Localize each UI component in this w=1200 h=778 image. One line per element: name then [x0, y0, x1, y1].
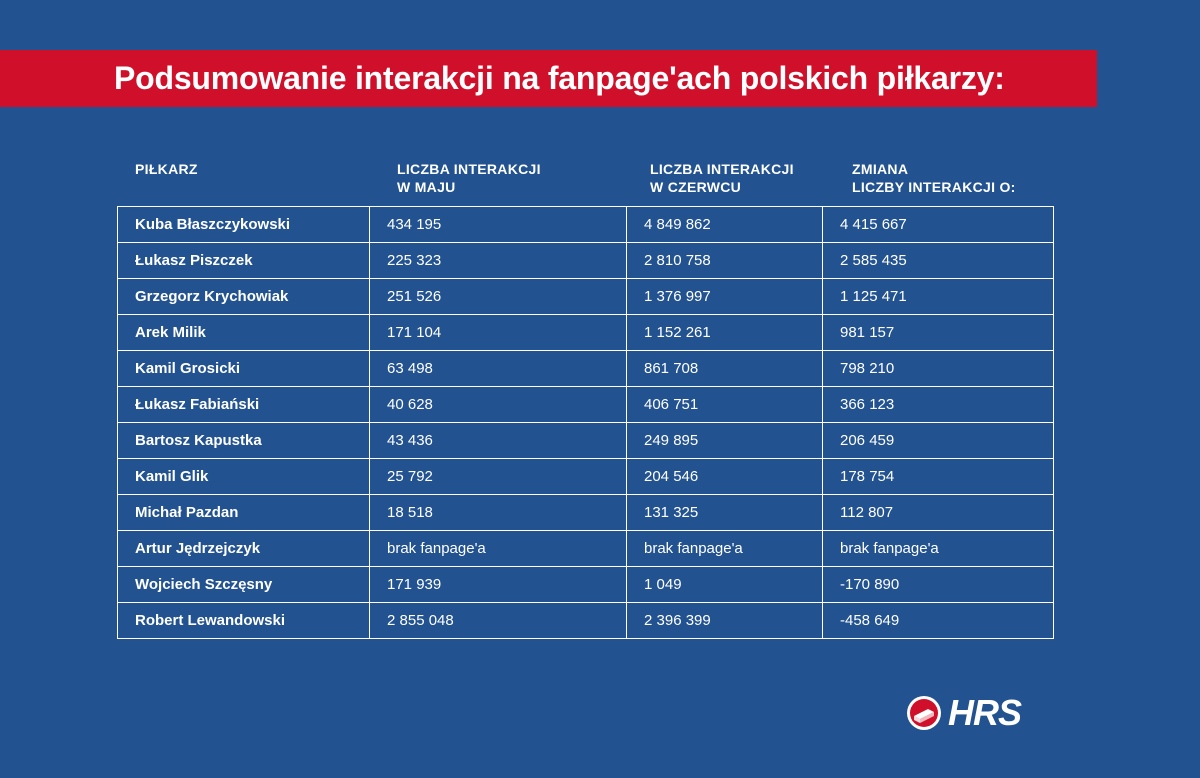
june-interactions-cell: 204 546 — [626, 458, 823, 495]
interaction-change-cell: 366 123 — [822, 386, 1054, 423]
june-interactions-cell: 1 152 261 — [626, 314, 823, 351]
table-row: Robert Lewandowski 2 855 048 2 396 399 -458… — [117, 602, 1054, 639]
june-interactions-cell: 406 751 — [626, 386, 823, 423]
may-interactions-cell: 171 104 — [369, 314, 627, 351]
table-header: PIŁKARZ LICZBA INTERAKCJI W MAJU LICZBA … — [0, 160, 1200, 200]
hrs-logo: HRS — [906, 694, 1052, 732]
player-name-cell: Kamil Glik — [117, 458, 370, 495]
june-interactions-cell: 4 849 862 — [626, 206, 823, 243]
table-row: Arek Milik 171 104 1 152 261 981 157 — [117, 314, 1054, 351]
column-header-may: LICZBA INTERAKCJI W MAJU — [397, 161, 541, 195]
may-interactions-cell: 251 526 — [369, 278, 627, 315]
player-name-cell: Łukasz Fabiański — [117, 386, 370, 423]
june-interactions-cell: brak fanpage'a — [626, 530, 823, 567]
may-interactions-cell: 25 792 — [369, 458, 627, 495]
logo-text: HRS — [948, 692, 1022, 733]
interaction-change-cell: -458 649 — [822, 602, 1054, 639]
bed-icon — [907, 696, 941, 730]
may-interactions-cell: brak fanpage'a — [369, 530, 627, 567]
interaction-change-cell: 112 807 — [822, 494, 1054, 531]
player-name-cell: Łukasz Piszczek — [117, 242, 370, 279]
may-interactions-cell: 434 195 — [369, 206, 627, 243]
table-row: Kamil Glik 25 792 204 546 178 754 — [117, 458, 1054, 495]
column-header-june: LICZBA INTERAKCJI W CZERWCU — [650, 161, 794, 195]
may-interactions-cell: 171 939 — [369, 566, 627, 603]
table-row: Michał Pazdan 18 518 131 325 112 807 — [117, 494, 1054, 531]
interaction-change-cell: -170 890 — [822, 566, 1054, 603]
page-title: Podsumowanie interakcji na fanpage'ach p… — [114, 60, 1005, 96]
table-row: Łukasz Fabiański 40 628 406 751 366 123 — [117, 386, 1054, 423]
table-row: Bartosz Kapustka 43 436 249 895 206 459 — [117, 422, 1054, 459]
player-name-cell: Arek Milik — [117, 314, 370, 351]
table-row: Wojciech Szczęsny 171 939 1 049 -170 890 — [117, 566, 1054, 603]
june-interactions-cell: 1 376 997 — [626, 278, 823, 315]
may-interactions-cell: 63 498 — [369, 350, 627, 387]
may-interactions-cell: 43 436 — [369, 422, 627, 459]
interaction-change-cell: 981 157 — [822, 314, 1054, 351]
column-header-player: PIŁKARZ — [135, 161, 198, 177]
may-interactions-cell: 225 323 — [369, 242, 627, 279]
table-row: Łukasz Piszczek 225 323 2 810 758 2 585 435 — [117, 242, 1054, 279]
interaction-change-cell: 1 125 471 — [822, 278, 1054, 315]
table-row: Grzegorz Krychowiak 251 526 1 376 997 1 125… — [117, 278, 1054, 315]
player-name-cell: Grzegorz Krychowiak — [117, 278, 370, 315]
may-interactions-cell: 2 855 048 — [369, 602, 627, 639]
table-row: Kuba Błaszczykowski 434 195 4 849 862 4 415… — [117, 206, 1054, 243]
interaction-change-cell: 178 754 — [822, 458, 1054, 495]
player-name-cell: Kamil Grosicki — [117, 350, 370, 387]
player-name-cell: Kuba Błaszczykowski — [117, 206, 370, 243]
interactions-table: Kuba Błaszczykowski 434 195 4 849 862 4 415… — [117, 206, 1054, 639]
june-interactions-cell: 861 708 — [626, 350, 823, 387]
player-name-cell: Robert Lewandowski — [117, 602, 370, 639]
june-interactions-cell: 1 049 — [626, 566, 823, 603]
interaction-change-cell: 798 210 — [822, 350, 1054, 387]
may-interactions-cell: 18 518 — [369, 494, 627, 531]
june-interactions-cell: 2 810 758 — [626, 242, 823, 279]
table-row: Artur Jędrzejczyk brak fanpage'a brak fanp… — [117, 530, 1054, 567]
interaction-change-cell: 4 415 667 — [822, 206, 1054, 243]
player-name-cell: Bartosz Kapustka — [117, 422, 370, 459]
table-row: Kamil Grosicki 63 498 861 708 798 210 — [117, 350, 1054, 387]
column-header-change: ZMIANA LICZBY INTERAKCJI O: — [852, 161, 1016, 195]
player-name-cell: Artur Jędrzejczyk — [117, 530, 370, 567]
player-name-cell: Michał Pazdan — [117, 494, 370, 531]
june-interactions-cell: 2 396 399 — [626, 602, 823, 639]
june-interactions-cell: 249 895 — [626, 422, 823, 459]
interaction-change-cell: brak fanpage'a — [822, 530, 1054, 567]
interaction-change-cell: 206 459 — [822, 422, 1054, 459]
may-interactions-cell: 40 628 — [369, 386, 627, 423]
player-name-cell: Wojciech Szczęsny — [117, 566, 370, 603]
june-interactions-cell: 131 325 — [626, 494, 823, 531]
interaction-change-cell: 2 585 435 — [822, 242, 1054, 279]
title-banner: Podsumowanie interakcji na fanpage'ach p… — [0, 50, 1097, 107]
